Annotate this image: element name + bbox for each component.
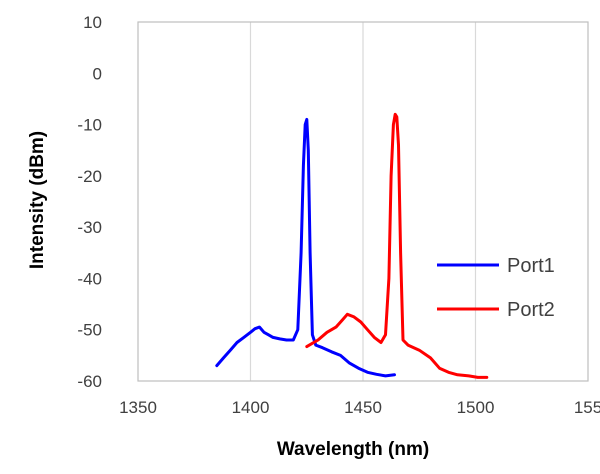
legend-label-port1: Port1 [507, 255, 555, 277]
y-tick-label: -20 [77, 167, 102, 186]
x-tick-label: 1400 [232, 398, 270, 417]
series-line-port1 [215, 117, 396, 378]
y-axis-ticks: 10 0 -10 -20 -30 -40 -50 -60 [77, 13, 102, 391]
y-tick-label: -10 [77, 116, 102, 135]
plot-area [137, 21, 589, 382]
y-tick-label: -60 [77, 372, 102, 391]
y-tick-label: -40 [77, 269, 102, 288]
y-axis-title: Intensity (dBm) [27, 131, 48, 269]
x-tick-label: 1500 [457, 398, 495, 417]
series-lines [215, 112, 489, 379]
x-axis-ticks: 1350 1400 1450 1500 155 [119, 398, 600, 417]
x-axis-title: Wavelength (nm) [277, 439, 429, 460]
x-tick-label: 155 [574, 398, 600, 417]
y-tick-label: -30 [77, 218, 102, 237]
x-tick-label: 1350 [119, 398, 157, 417]
legend-label-port2: Port2 [507, 299, 555, 321]
gridlines [249, 22, 477, 381]
legend: Port1 Port2 [437, 255, 555, 321]
plot-frame [137, 21, 589, 382]
series-line-port2 [305, 112, 489, 379]
y-tick-label: 10 [83, 13, 102, 32]
y-tick-label: -50 [77, 321, 102, 340]
x-tick-label: 1450 [344, 398, 382, 417]
y-tick-label: 0 [93, 64, 102, 83]
